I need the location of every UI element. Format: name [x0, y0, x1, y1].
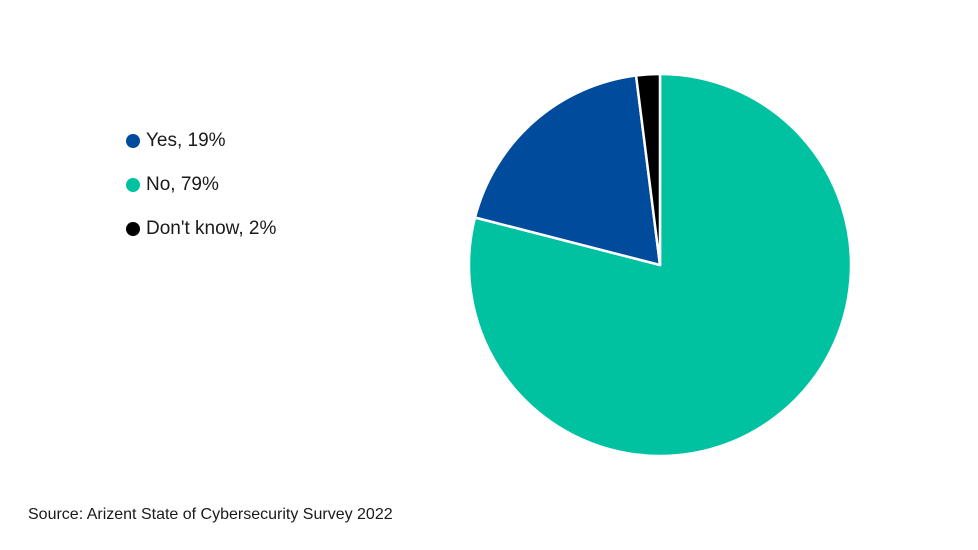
legend-item-yes: Yes, 19% — [126, 128, 276, 154]
legend-swatch-no — [126, 178, 140, 192]
pie-slices — [467, 72, 853, 458]
legend-swatch-yes — [126, 134, 140, 148]
chart-legend: Yes, 19% No, 79% Don't know, 2% — [126, 128, 276, 260]
legend-item-no: No, 79% — [126, 172, 276, 198]
pie-slice-don-t-know — [634, 72, 662, 267]
legend-label-yes: Yes, 19% — [146, 130, 226, 151]
pie-chart — [467, 72, 853, 458]
legend-label-dont-know: Don't know, 2% — [146, 218, 277, 239]
legend-item-dont-know: Don't know, 2% — [126, 216, 276, 242]
pie-slice-no — [467, 72, 853, 458]
legend-swatch-dont-know — [126, 222, 140, 236]
source-note: Source: Arizent State of Cybersecurity S… — [28, 506, 393, 523]
legend-label-no: No, 79% — [146, 174, 219, 195]
pie-slice-yes — [473, 74, 662, 267]
